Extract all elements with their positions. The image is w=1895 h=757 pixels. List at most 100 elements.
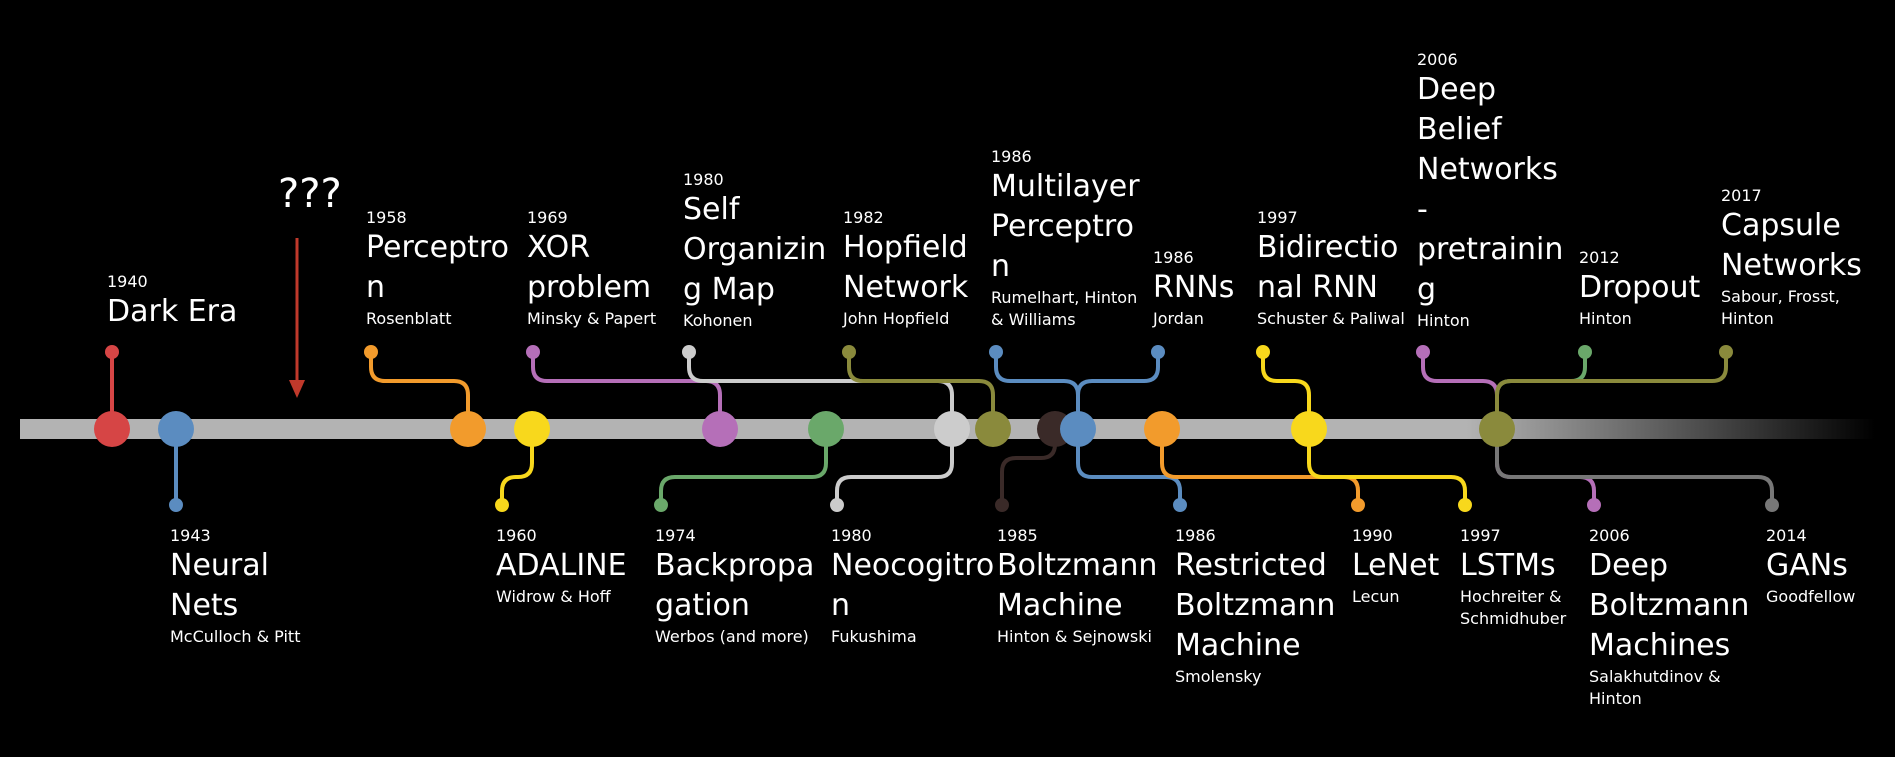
event-authors-line: Jordan [1153, 309, 1204, 328]
deep-belief-networks-endpoint-dot [1416, 345, 1430, 359]
restricted-boltzmann-machine-connector [1076, 429, 1182, 505]
timeline-node [94, 411, 130, 447]
rnns-endpoint-dot [1151, 345, 1165, 359]
event-title-line: Networks [1417, 152, 1558, 187]
event-authors-line: & Williams [991, 310, 1076, 329]
event-year: 2006 [1417, 50, 1458, 69]
event-boltzmann-machine: 1985 Boltzmann Machine Hinton & Sejnowski [997, 526, 1157, 648]
event-authors-line: Hinton [1579, 309, 1632, 328]
event-year: 1974 [655, 526, 696, 545]
event-authors-line: Widrow & Hoff [496, 587, 611, 606]
event-dropout: 2012 Dropout Hinton [1579, 248, 1700, 330]
event-authors-line: McCulloch & Pitt [170, 627, 301, 646]
event-title-line: Perceptro [991, 209, 1134, 244]
event-title-line: g [1417, 272, 1437, 307]
lenet-endpoint-dot [1351, 498, 1365, 512]
event-year: 2006 [1589, 526, 1630, 545]
event-gans: 2014 GANs Goodfellow [1766, 526, 1855, 608]
neocognitron-connector [835, 429, 954, 505]
lenet-connector [1160, 429, 1360, 505]
event-title-line: RNNs [1153, 270, 1235, 305]
timeline-node [934, 411, 970, 447]
backpropagation-endpoint-dot [654, 498, 668, 512]
timeline-node [158, 411, 194, 447]
event-authors-line: Hinton & Sejnowski [997, 627, 1152, 646]
timeline-node [514, 411, 550, 447]
timeline-node [1060, 411, 1096, 447]
event-title-line: Dropout [1579, 270, 1701, 305]
event-title-line: ADALINE [496, 548, 627, 583]
event-authors-line: Schuster & Paliwal [1257, 309, 1405, 328]
event-title-line: Capsule [1721, 208, 1841, 243]
xor-problem-connector [531, 352, 722, 429]
connector-lines [110, 352, 1774, 505]
event-multilayer-perceptron: 1986 Multilayer Perceptro n Rumelhart, Hinto… [991, 147, 1140, 331]
event-year: 1980 [831, 526, 872, 545]
event-year: 2014 [1766, 526, 1807, 545]
event-year: 1986 [1153, 248, 1194, 267]
event-lenet: 1990 LeNet Lecun [1352, 526, 1439, 608]
adaline-endpoint-dot [495, 498, 509, 512]
xor-problem-endpoint-dot [526, 345, 540, 359]
event-title-line: Perceptro [366, 230, 509, 265]
event-title-line: n [831, 588, 851, 623]
event-title-line: GANs [1766, 548, 1848, 583]
deep-boltzmann-machines-endpoint-dot [1587, 498, 1601, 512]
event-title-line: n [991, 249, 1011, 284]
neocognitron-endpoint-dot [830, 498, 844, 512]
event-dark-era: 1940 Dark Era [107, 272, 237, 332]
event-title-line: XOR [527, 230, 591, 265]
event-year: 1985 [997, 526, 1038, 545]
event-title-line: Networks [1721, 248, 1862, 283]
event-title-line: Bidirectio [1257, 230, 1399, 265]
event-title-line: Hopfield [843, 230, 968, 265]
bidirectional-rnn-connector [1261, 352, 1311, 429]
event-hopfield-network: 1982 Hopfield Network John Hopfield [843, 208, 968, 330]
event-title-line: Multilayer [991, 169, 1140, 204]
event-xor-problem: 1969 XOR problem Minsky & Papert [527, 208, 656, 330]
perceptron-endpoint-dot [364, 345, 378, 359]
event-year: 1958 [366, 208, 407, 227]
event-year: 1990 [1352, 526, 1393, 545]
event-title-line: nal RNN [1257, 270, 1378, 305]
event-backpropagation: 1974 Backpropa gation Werbos (and more) [655, 526, 814, 648]
event-title-line: Boltzmann [1175, 588, 1336, 623]
event-year: 2012 [1579, 248, 1620, 267]
event-title-line: Dark Era [107, 294, 238, 329]
multilayer-perceptron-endpoint-dot [989, 345, 1003, 359]
event-perceptron: 1958 Perceptro n Rosenblatt [366, 208, 509, 330]
down-arrow-head [289, 380, 305, 398]
adaline-connector [500, 429, 534, 505]
event-year: 1982 [843, 208, 884, 227]
event-lstms: 1997 LSTMs Hochreiter & Schmidhuber [1460, 526, 1566, 630]
boltzmann-machine-connector [1000, 429, 1057, 505]
self-organizing-map-connector [687, 352, 954, 429]
event-title-line: n [366, 270, 386, 305]
event-title-line: Neural [170, 548, 269, 583]
event-title-line: Backpropa [655, 548, 815, 583]
event-authors-line: Kohonen [683, 311, 753, 330]
hopfield-network-connector [847, 352, 995, 429]
event-authors-line: Goodfellow [1766, 587, 1856, 606]
event-adaline: 1960 ADALINE Widrow & Hoff [496, 526, 627, 608]
event-title-line: Deep [1589, 548, 1669, 583]
event-authors-line: Hochreiter & [1460, 587, 1562, 606]
lstms-connector [1307, 429, 1467, 505]
restricted-boltzmann-machine-endpoint-dot [1173, 498, 1187, 512]
self-organizing-map-endpoint-dot [682, 345, 696, 359]
event-year: 1943 [170, 526, 211, 545]
event-title-line: Neocogitro [831, 548, 995, 583]
event-neural-nets: 1943 Neural Nets McCulloch & Pitt [170, 526, 300, 648]
event-bidirectional-rnn: 1997 Bidirectio nal RNN Schuster & Paliwal [1257, 208, 1405, 330]
event-authors-line: Rumelhart, Hinton [991, 288, 1138, 307]
dark-era-endpoint-dot [105, 345, 119, 359]
event-authors-line: Schmidhuber [1460, 609, 1567, 628]
event-title-line: Organizin [683, 232, 827, 267]
perceptron-connector [369, 352, 470, 429]
timeline-node [1291, 411, 1327, 447]
event-authors-line: Rosenblatt [366, 309, 452, 328]
event-title-line: problem [527, 270, 652, 305]
event-authors-line: Fukushima [831, 627, 917, 646]
event-neocognitron: 1980 Neocogitro n Fukushima [831, 526, 994, 648]
